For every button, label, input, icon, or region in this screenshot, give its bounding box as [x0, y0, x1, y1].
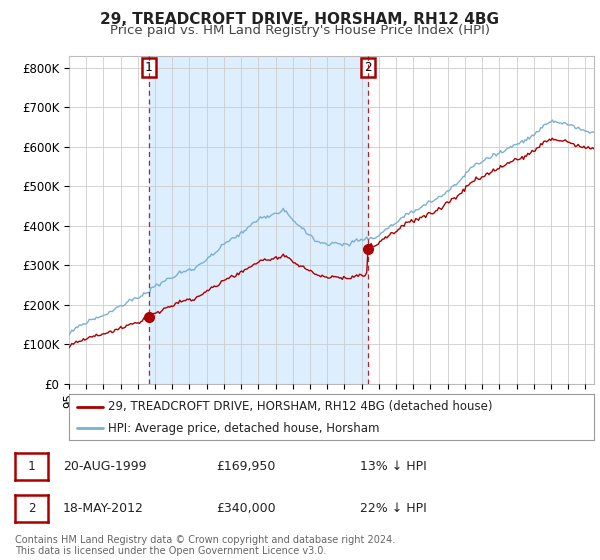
Text: 2: 2 [28, 502, 35, 515]
Text: 29, TREADCROFT DRIVE, HORSHAM, RH12 4BG: 29, TREADCROFT DRIVE, HORSHAM, RH12 4BG [101, 12, 499, 27]
Text: 29, TREADCROFT DRIVE, HORSHAM, RH12 4BG (detached house): 29, TREADCROFT DRIVE, HORSHAM, RH12 4BG … [109, 400, 493, 413]
Text: £340,000: £340,000 [216, 502, 275, 515]
Text: 18-MAY-2012: 18-MAY-2012 [63, 502, 144, 515]
Text: 20-AUG-1999: 20-AUG-1999 [63, 460, 146, 473]
Text: 1: 1 [28, 460, 35, 473]
Text: HPI: Average price, detached house, Horsham: HPI: Average price, detached house, Hors… [109, 422, 380, 435]
Text: 2: 2 [364, 62, 372, 74]
Text: 22% ↓ HPI: 22% ↓ HPI [360, 502, 427, 515]
Bar [149, 56, 368, 384]
Text: 1: 1 [145, 62, 152, 74]
Text: Price paid vs. HM Land Registry's House Price Index (HPI): Price paid vs. HM Land Registry's House … [110, 24, 490, 36]
Text: 13% ↓ HPI: 13% ↓ HPI [360, 460, 427, 473]
Text: £169,950: £169,950 [216, 460, 275, 473]
Text: Contains HM Land Registry data © Crown copyright and database right 2024.
This d: Contains HM Land Registry data © Crown c… [15, 535, 395, 557]
